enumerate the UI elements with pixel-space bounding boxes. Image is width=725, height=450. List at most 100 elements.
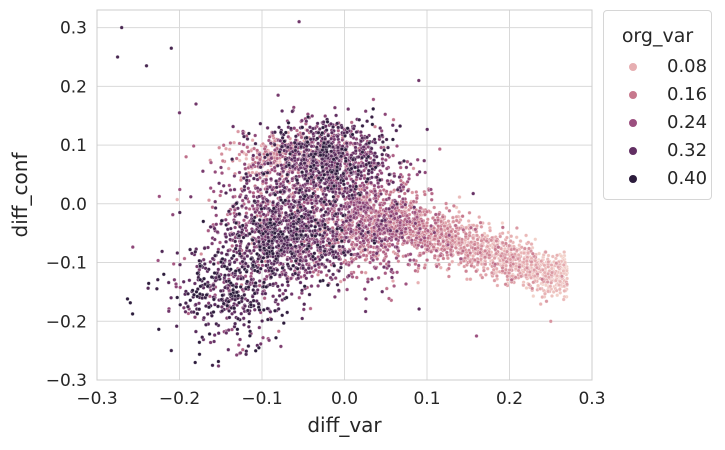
scatter-point: [285, 219, 289, 223]
scatter-point: [302, 302, 306, 306]
scatter-point: [503, 256, 507, 260]
scatter-point: [238, 338, 242, 342]
scatter-point: [375, 257, 379, 261]
scatter-point: [372, 203, 376, 207]
scatter-point: [358, 143, 362, 147]
scatter-point: [555, 254, 559, 258]
scatter-point: [433, 237, 437, 241]
scatter-point: [217, 331, 221, 335]
scatter-point: [380, 171, 384, 175]
scatter-point: [182, 280, 186, 284]
scatter-point: [398, 215, 402, 219]
scatter-point: [535, 266, 539, 270]
scatter-point: [167, 281, 171, 285]
scatter-point: [488, 229, 492, 233]
scatter-point: [281, 292, 285, 296]
scatter-point: [549, 320, 553, 324]
scatter-point: [257, 257, 261, 261]
scatter-point: [223, 286, 227, 290]
scatter-point: [386, 154, 390, 158]
scatter-point: [374, 194, 378, 198]
scatter-point: [370, 190, 374, 194]
scatter-point: [425, 128, 429, 132]
scatter-point: [395, 256, 399, 260]
scatter-point: [224, 191, 228, 195]
scatter-point: [252, 260, 256, 264]
scatter-point: [248, 190, 252, 194]
scatter-point: [393, 217, 397, 221]
scatter-point: [278, 177, 282, 181]
scatter-point: [304, 255, 308, 259]
scatter-point: [414, 222, 418, 226]
scatter-point: [218, 194, 222, 198]
scatter-point: [319, 270, 323, 274]
scatter-point: [352, 216, 356, 220]
scatter-point: [299, 195, 303, 199]
scatter-point: [383, 214, 387, 218]
scatter-point: [308, 270, 312, 274]
scatter-point: [259, 342, 263, 346]
scatter-point: [238, 171, 242, 175]
scatter-point: [403, 230, 407, 234]
scatter-point: [156, 259, 160, 263]
scatter-point: [227, 273, 231, 277]
scatter-point: [278, 173, 282, 177]
scatter-point: [450, 245, 454, 249]
scatter-point: [379, 262, 383, 266]
scatter-point: [265, 178, 269, 182]
scatter-point: [449, 253, 453, 257]
scatter-point: [298, 296, 302, 300]
scatter-point: [384, 224, 388, 228]
scatter-point: [361, 136, 365, 140]
scatter-point: [244, 206, 248, 210]
scatter-point: [309, 138, 313, 142]
scatter-point: [394, 233, 398, 237]
scatter-point: [400, 231, 404, 235]
scatter-point: [245, 211, 249, 215]
scatter-point: [116, 55, 120, 59]
scatter-point: [252, 242, 256, 246]
scatter-point: [178, 286, 182, 290]
scatter-point: [401, 236, 405, 240]
scatter-point: [310, 145, 314, 149]
scatter-point: [321, 169, 325, 173]
scatter-point: [246, 265, 250, 269]
scatter-point: [366, 231, 370, 235]
scatter-point: [380, 153, 384, 157]
scatter-point: [349, 230, 353, 234]
scatter-point: [380, 239, 384, 243]
scatter-point: [425, 221, 429, 225]
scatter-point: [235, 353, 239, 357]
scatter-point: [415, 190, 419, 194]
scatter-point: [406, 189, 410, 193]
scatter-point: [368, 261, 372, 265]
scatter-point: [212, 287, 216, 291]
scatter-point: [391, 206, 395, 210]
scatter-point: [420, 219, 424, 223]
scatter-point: [380, 219, 384, 223]
scatter-point: [239, 277, 243, 281]
scatter-point: [297, 262, 301, 266]
scatter-point: [370, 176, 374, 180]
scatter-point: [451, 216, 455, 220]
scatter-point: [524, 273, 528, 277]
scatter-point: [313, 241, 317, 245]
scatter-point: [389, 220, 393, 224]
scatter-point: [357, 265, 361, 269]
scatter-point: [211, 257, 215, 261]
scatter-point: [473, 243, 477, 247]
scatter-point: [364, 109, 368, 113]
scatter-point: [217, 182, 221, 186]
scatter-point: [486, 245, 490, 249]
scatter-point: [296, 250, 300, 254]
scatter-point: [302, 153, 306, 157]
scatter-point: [302, 250, 306, 254]
scatter-point: [322, 214, 326, 218]
scatter-point: [352, 247, 356, 251]
scatter-point: [316, 187, 320, 191]
scatter-point: [495, 274, 499, 278]
scatter-point: [454, 234, 458, 238]
scatter-point: [407, 173, 411, 177]
scatter-point: [276, 217, 280, 221]
